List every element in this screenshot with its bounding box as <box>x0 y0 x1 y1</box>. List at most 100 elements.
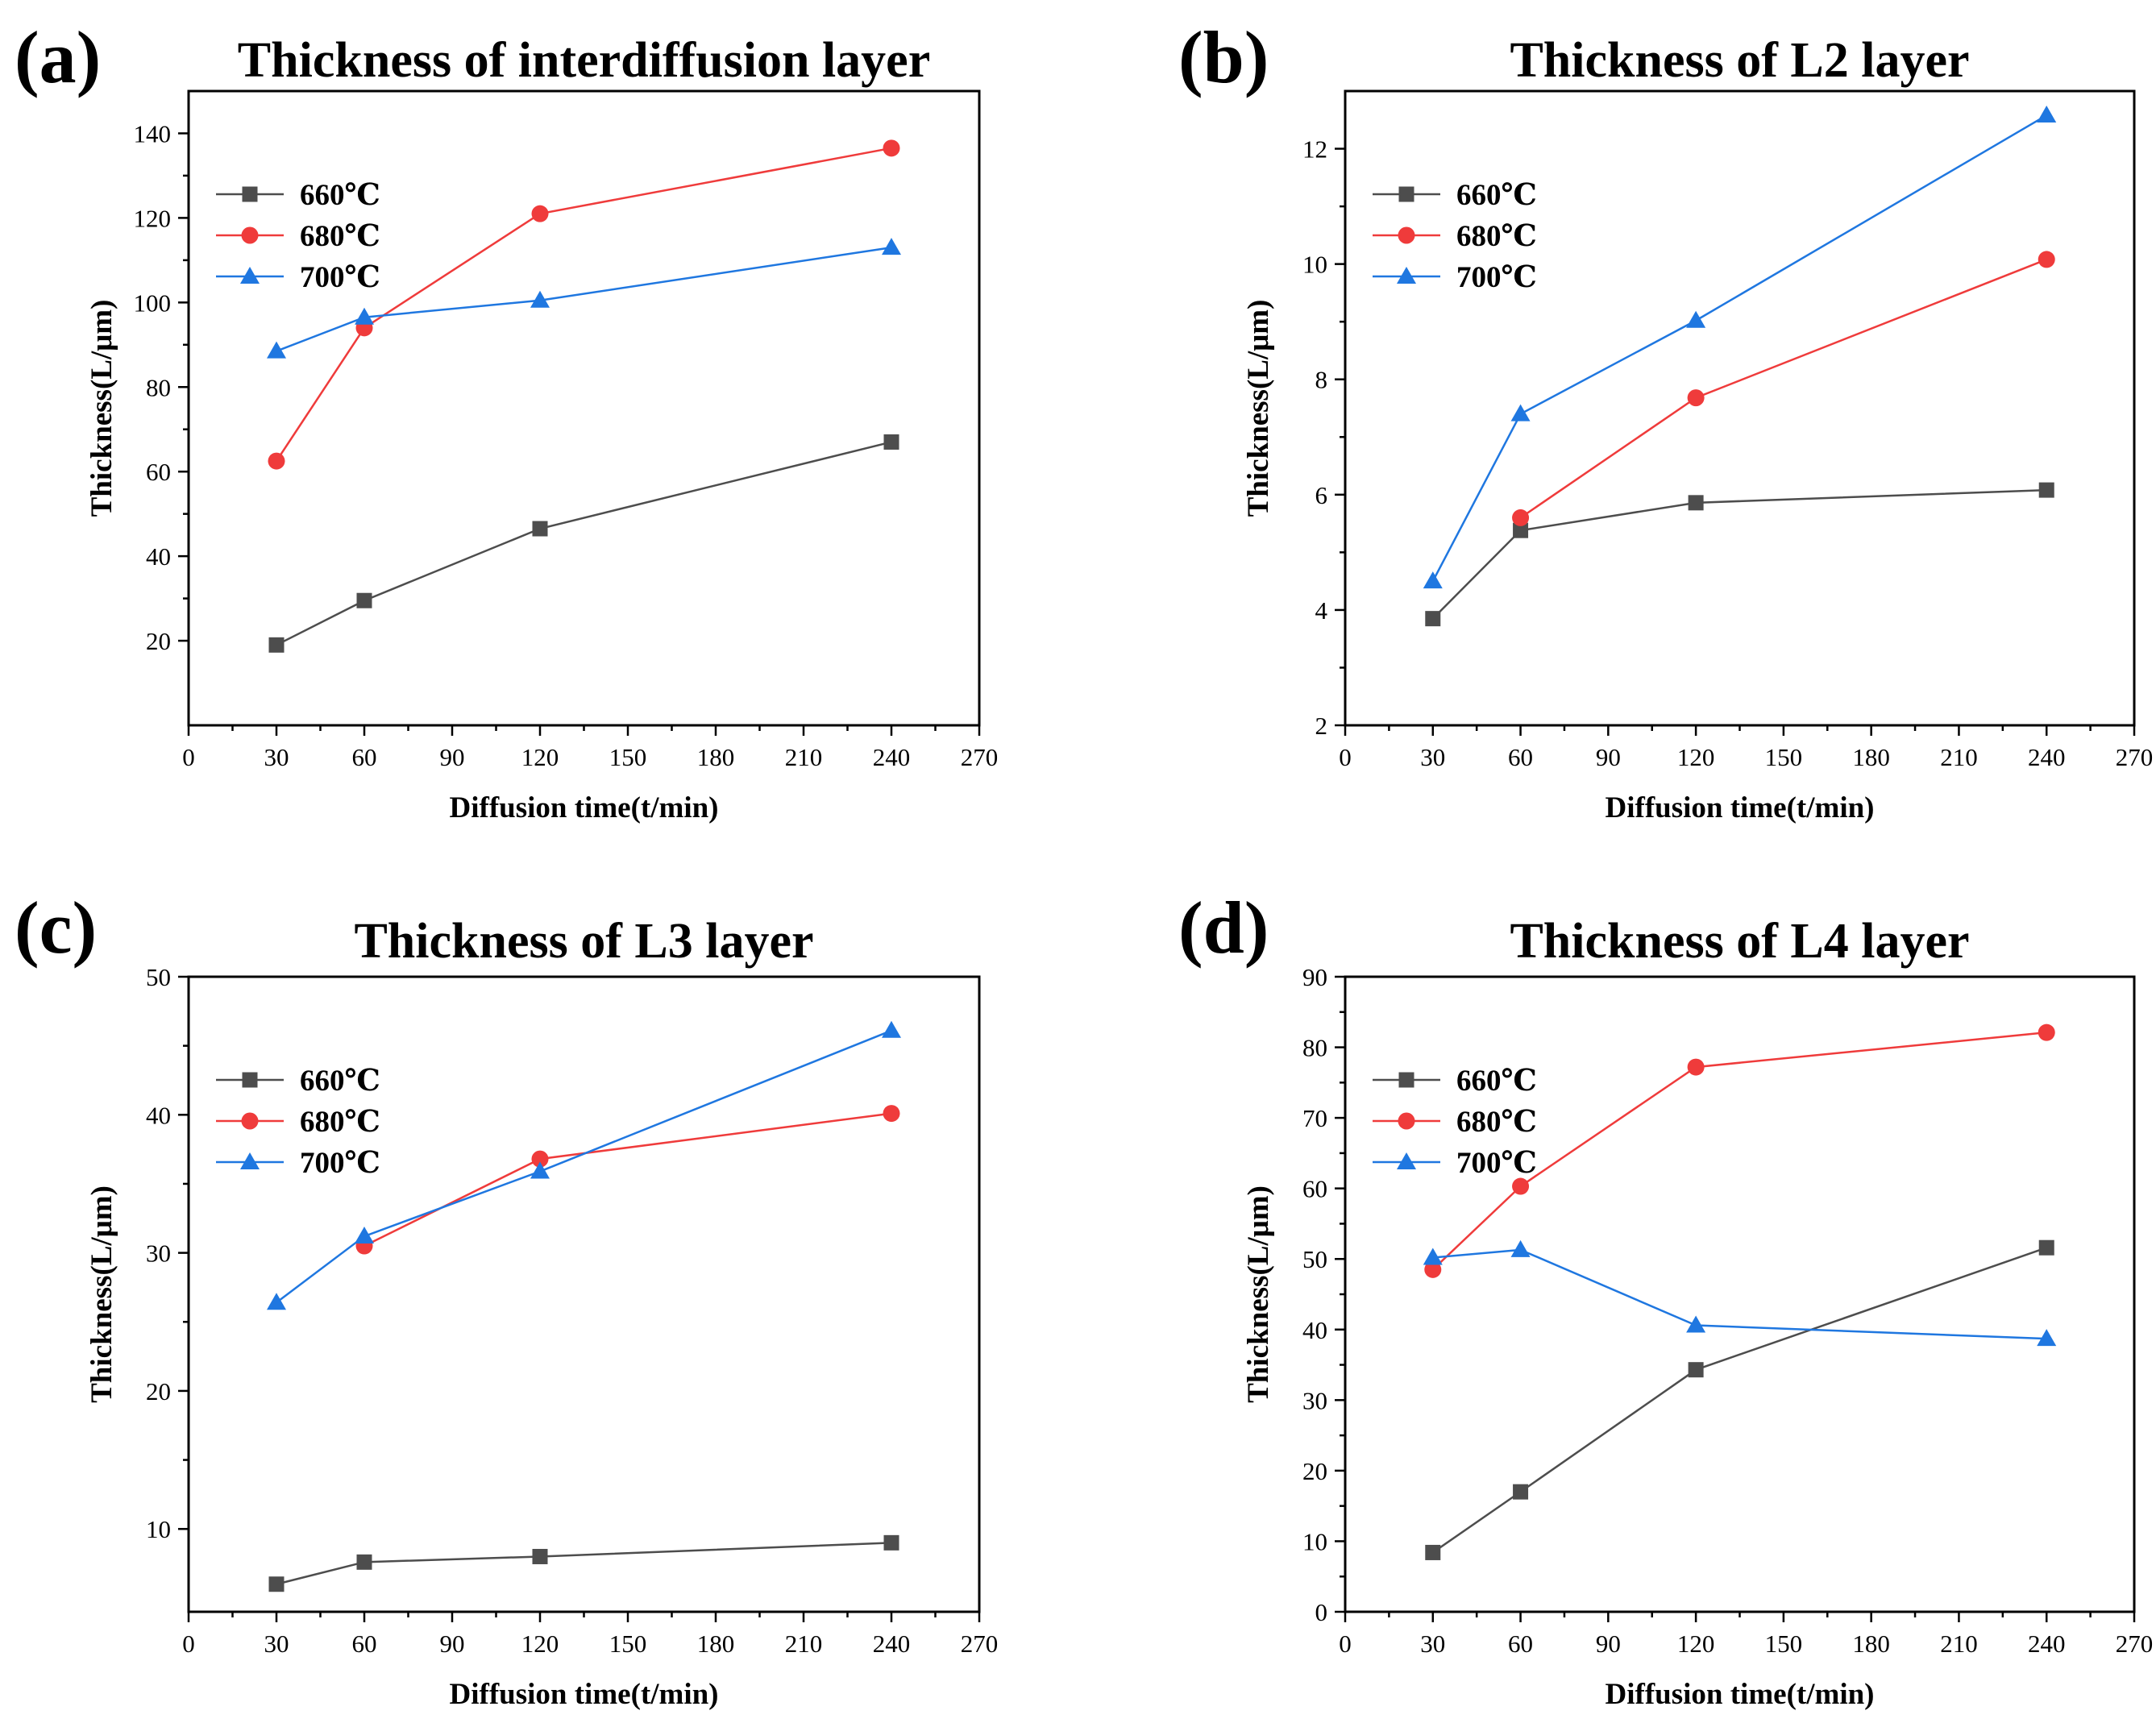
legend-marker <box>241 1112 259 1130</box>
x-tick-label: 240 <box>873 743 911 771</box>
legend-marker <box>1398 226 1415 244</box>
data-point <box>1423 571 1443 589</box>
y-tick-label: 60 <box>146 458 171 486</box>
y-tick-label: 4 <box>1315 596 1328 625</box>
x-tick-label: 150 <box>1765 1630 1803 1658</box>
x-tick-label: 240 <box>2028 1630 2066 1658</box>
series-line-1 <box>1431 1031 2047 1271</box>
x-axis-label: Diffusion time(t/min) <box>1606 1678 1875 1711</box>
data-point <box>2038 1023 2055 1041</box>
x-tick-label: 120 <box>521 743 559 771</box>
data-point <box>1510 404 1531 421</box>
legend-label: 700℃ <box>1456 261 1537 294</box>
series-line-2 <box>276 246 892 352</box>
data-point <box>1688 1362 1704 1378</box>
x-tick-label: 60 <box>352 743 377 771</box>
x-tick-label: 120 <box>1677 743 1715 771</box>
y-tick-label: 40 <box>1302 1316 1327 1344</box>
x-tick-label: 0 <box>182 743 195 771</box>
data-point <box>1423 1248 1443 1265</box>
data-point <box>355 1227 374 1244</box>
x-tick-label: 150 <box>1765 743 1803 771</box>
y-tick-label: 0 <box>1315 1598 1328 1626</box>
y-tick-label: 2 <box>1315 712 1328 740</box>
legend-marker <box>1398 1112 1415 1130</box>
y-tick-label: 20 <box>146 1377 171 1405</box>
data-point <box>2038 251 2055 268</box>
x-tick-label: 60 <box>352 1630 377 1658</box>
data-point <box>267 341 286 359</box>
chart-title: Thickness of L3 layer <box>354 914 813 969</box>
y-tick-label: 50 <box>1302 1245 1327 1273</box>
chart-title: Thickness of L4 layer <box>1510 914 1969 969</box>
legend-label: 660℃ <box>300 1065 380 1098</box>
data-point <box>2037 106 2057 123</box>
data-point <box>530 290 550 308</box>
x-tick-label: 210 <box>785 1630 823 1658</box>
y-tick-label: 30 <box>1302 1386 1327 1414</box>
y-tick-label: 20 <box>1302 1457 1327 1485</box>
x-tick-label: 60 <box>1508 743 1533 771</box>
x-tick-label: 90 <box>440 743 465 771</box>
x-axis-label: Diffusion time(t/min) <box>1606 791 1875 824</box>
chart-panel-0: (a) Thickness of interdiffusion layer 0 30 6… <box>15 16 998 824</box>
y-tick-label: 10 <box>146 1515 171 1543</box>
data-point <box>2038 482 2054 498</box>
data-point <box>1510 1239 1531 1257</box>
x-tick-label: 270 <box>2116 743 2154 771</box>
series-line-1 <box>363 1112 892 1248</box>
data-point <box>882 238 901 255</box>
data-point <box>883 434 899 450</box>
legend-label: 700℃ <box>300 1147 380 1180</box>
y-tick-label: 40 <box>146 542 171 571</box>
y-tick-label: 100 <box>134 289 172 317</box>
panel-letter: (b) <box>1178 16 1269 98</box>
series-line-1 <box>275 147 892 462</box>
series-line-0 <box>1431 488 2047 620</box>
data-point <box>1688 495 1704 511</box>
x-axis-label: Diffusion time(t/min) <box>450 791 719 824</box>
data-point <box>1513 1484 1529 1500</box>
data-point <box>532 521 548 537</box>
data-point <box>532 1548 548 1564</box>
legend-marker <box>1398 1072 1414 1088</box>
x-tick-label: 210 <box>1940 1630 1978 1658</box>
y-axis-label: Thickness(L/μm) <box>85 300 118 517</box>
y-tick-label: 80 <box>146 373 171 401</box>
y-tick-label: 10 <box>1302 1527 1327 1555</box>
data-point <box>1512 1177 1530 1195</box>
data-point <box>530 1161 550 1179</box>
x-tick-label: 90 <box>1596 1630 1621 1658</box>
y-axis-label: Thickness(L/μm) <box>1242 1185 1275 1403</box>
legend-marker <box>242 186 258 202</box>
x-tick-label: 210 <box>785 743 823 771</box>
y-tick-label: 80 <box>1302 1034 1327 1062</box>
legend-marker <box>240 267 260 284</box>
data-point <box>1686 310 1706 328</box>
series-line-0 <box>276 1542 892 1585</box>
x-tick-label: 120 <box>1677 1630 1715 1658</box>
y-tick-label: 90 <box>1302 963 1327 991</box>
data-point <box>883 139 900 157</box>
y-axis-label: Thickness(L/μm) <box>85 1185 118 1403</box>
legend-label: 700℃ <box>1456 1147 1537 1180</box>
data-point <box>531 1150 549 1168</box>
y-axis-label: Thickness(L/μm) <box>1242 300 1275 517</box>
data-point <box>1512 509 1530 526</box>
data-point <box>356 592 372 608</box>
data-point <box>1425 611 1441 627</box>
x-axis-label: Diffusion time(t/min) <box>450 1678 719 1711</box>
x-tick-label: 180 <box>697 743 735 771</box>
x-tick-label: 270 <box>961 1630 999 1658</box>
x-tick-label: 90 <box>1596 743 1621 771</box>
data-point <box>1424 1260 1442 1278</box>
y-tick-label: 120 <box>134 204 172 232</box>
panel-letter: (c) <box>15 886 97 969</box>
series-line-0 <box>276 441 892 646</box>
chart-title: Thickness of interdiffusion layer <box>238 33 930 88</box>
y-tick-label: 70 <box>1302 1104 1327 1132</box>
panel-letter: (d) <box>1178 886 1269 969</box>
legend-label: 680℃ <box>300 220 380 253</box>
data-point <box>883 1534 899 1551</box>
x-tick-label: 90 <box>440 1630 465 1658</box>
